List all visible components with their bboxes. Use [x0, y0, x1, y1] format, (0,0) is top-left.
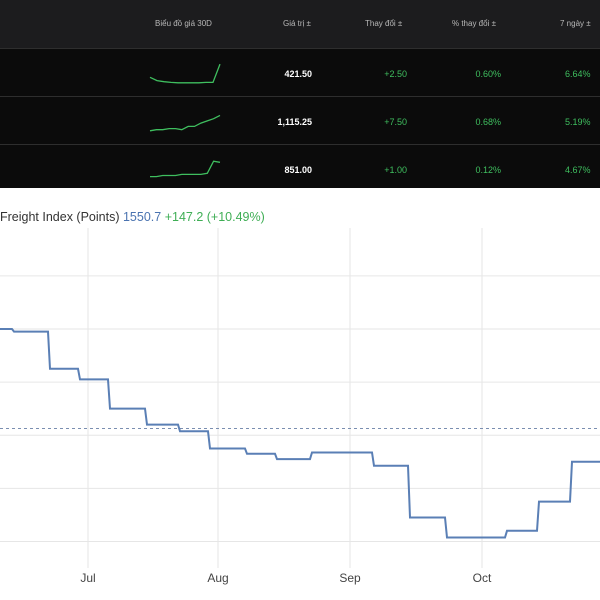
table-row[interactable]: 851.00 +1.00 0.12% 4.67% [0, 144, 600, 192]
header-price[interactable]: Giá trị ± [283, 19, 311, 28]
row-change: +7.50 [384, 117, 407, 127]
row-price: 851.00 [284, 165, 312, 175]
chart-current-value: 1550.7 [122, 210, 162, 224]
sparkline [149, 114, 221, 132]
sparkline-path [150, 160, 221, 178]
x-tick-label: Sep [339, 571, 361, 585]
x-tick-label: Oct [473, 571, 492, 585]
row-pct-change: 0.12% [475, 165, 501, 175]
header-change[interactable]: Thay đổi ± [365, 19, 403, 28]
series-line[interactable] [0, 328, 600, 539]
row-pct-change: 0.68% [475, 117, 501, 127]
header-chart[interactable]: Biểu đồ giá 30D [155, 19, 212, 28]
sparkline [150, 160, 221, 178]
x-tick-label: Aug [207, 571, 228, 585]
chart-header: Freight Index (Points) 1550.7 +147.2 (+1… [0, 210, 265, 224]
row-price: 1,115.25 [277, 117, 312, 127]
freight-index-chart[interactable]: Jul Aug Sep Oct [0, 228, 600, 600]
row-seven-day: 5.19% [565, 117, 591, 127]
row-seven-day: 4.67% [565, 165, 591, 175]
row-seven-day: 6.64% [565, 69, 591, 79]
chart-change: +147.2 (+10.49%) [164, 210, 265, 224]
header-seven-day[interactable]: 7 ngày ± [560, 19, 591, 28]
row-change: +2.50 [384, 69, 407, 79]
table-row[interactable]: 421.50 +2.50 0.60% 6.64% [0, 48, 600, 96]
sparkline-path [149, 114, 221, 132]
x-tick-label: Jul [80, 571, 95, 585]
row-change: +1.00 [384, 165, 407, 175]
header-pct-change[interactable]: % thay đổi ± [452, 19, 496, 28]
sparkline [149, 63, 221, 84]
table-header-row: Biểu đồ giá 30D Giá trị ± Thay đổi ± % t… [0, 0, 600, 48]
price-table: Biểu đồ giá 30D Giá trị ± Thay đổi ± % t… [0, 0, 600, 188]
chart-title: Freight Index (Points) [0, 210, 120, 224]
row-price: 421.50 [284, 69, 312, 79]
table-row[interactable]: 1,115.25 +7.50 0.68% 5.19% [0, 96, 600, 144]
sparkline-path [149, 63, 221, 84]
row-pct-change: 0.60% [475, 69, 501, 79]
